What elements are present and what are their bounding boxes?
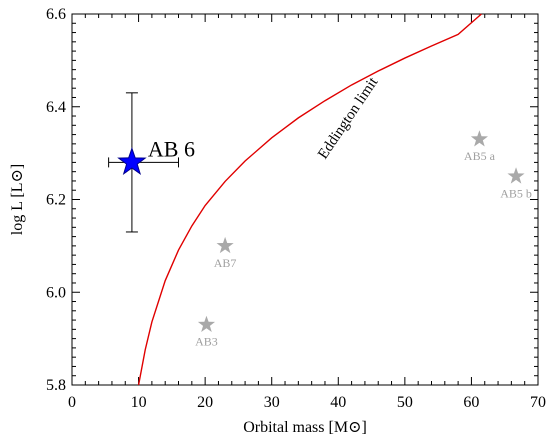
- data-points: AB 6 AB7 AB3 AB5 a AB5 b: [108, 92, 532, 349]
- x-tick-label: 40: [330, 394, 346, 411]
- point-label: AB5 a: [464, 149, 496, 163]
- x-tick-label: 70: [530, 394, 546, 411]
- x-tick-label: 10: [131, 394, 147, 411]
- eddington-limit-curve: [137, 13, 482, 386]
- y-tick-label: 6.0: [46, 284, 66, 301]
- x-tick-label: 20: [197, 394, 213, 411]
- y-tick-label: 6.2: [46, 192, 66, 209]
- x-tick-label: 0: [68, 394, 76, 411]
- y-tick-label: 6.4: [46, 99, 66, 116]
- ab6-label: AB 6: [148, 136, 195, 161]
- star-marker: [197, 315, 216, 332]
- x-tick-label: 60: [463, 394, 479, 411]
- star-marker: [216, 236, 234, 254]
- point-label: AB3: [195, 335, 218, 349]
- curves: Eddington limit: [137, 13, 482, 386]
- plot-frame: [71, 13, 539, 386]
- tick-labels: 0 10 20 30 40 50 60 70 5.8 6.0 6.2 6.4 6.6: [46, 6, 546, 411]
- y-tick-label: 5.8: [46, 377, 66, 394]
- ab6-star-marker: [117, 146, 147, 175]
- y-axis-title: log L [L⊙]: [9, 164, 26, 235]
- x-axis-title: Orbital mass [M⊙]: [243, 419, 367, 436]
- star-marker: [507, 167, 525, 184]
- axis-ticks: [71, 13, 539, 386]
- x-tick-label: 50: [397, 394, 413, 411]
- point-label: AB5 b: [500, 186, 532, 200]
- star-marker: [470, 130, 488, 147]
- y-tick-label: 6.6: [46, 6, 66, 23]
- point-label: AB7: [214, 256, 237, 270]
- x-tick-label: 30: [264, 394, 280, 411]
